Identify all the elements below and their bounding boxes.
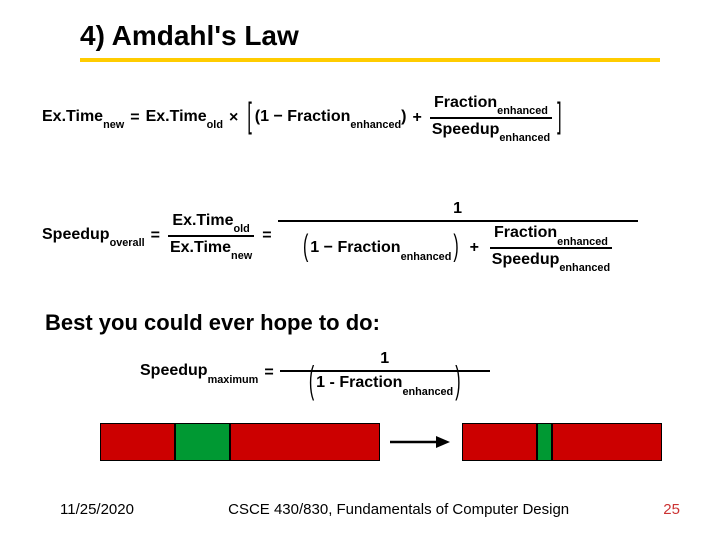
equation-speedup-max: Speedupmaximum = 1 (1 - Fractionenhanced… — [140, 350, 490, 395]
arrow-icon — [390, 437, 450, 447]
title-underline — [80, 58, 660, 62]
bar-after-seg-2 — [552, 423, 662, 461]
title-region: 4) Amdahl's Law — [80, 20, 660, 62]
footer-center: CSCE 430/830, Fundamentals of Computer D… — [228, 501, 569, 518]
bar-after-seg-1 — [537, 423, 552, 461]
best-hope-text: Best you could ever hope to do: — [45, 310, 380, 336]
equation-extime: Ex.Timenew = Ex.Timeold × [ (1 − Fractio… — [42, 94, 565, 141]
slide-title: 4) Amdahl's Law — [80, 20, 660, 58]
slide: 4) Amdahl's Law Ex.Timenew = Ex.Timeold … — [0, 0, 720, 540]
footer-date: 11/25/2020 — [60, 501, 134, 518]
footer-page-number: 25 — [663, 501, 680, 518]
bars-before — [100, 423, 380, 461]
bar-after-seg-0 — [462, 423, 537, 461]
equation-speedup-overall: Speedupoverall = Ex.Timeold Ex.Timenew =… — [42, 200, 638, 272]
bar-before-seg-0 — [100, 423, 175, 461]
bar-before-seg-2 — [230, 423, 380, 461]
bars-after — [462, 423, 662, 461]
bar-before-seg-1 — [175, 423, 230, 461]
footer: 11/25/2020 CSCE 430/830, Fundamentals of… — [0, 501, 720, 518]
